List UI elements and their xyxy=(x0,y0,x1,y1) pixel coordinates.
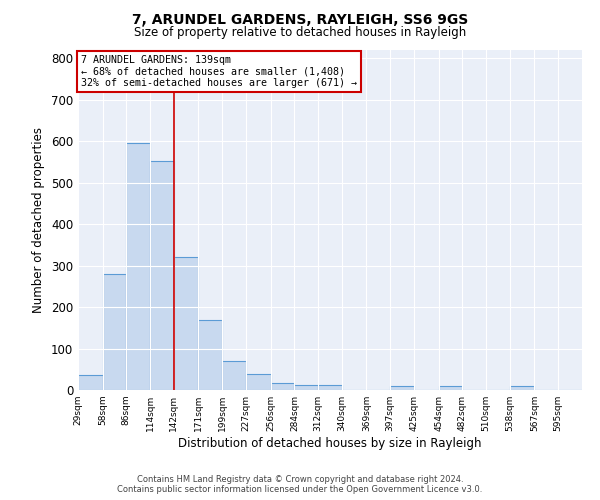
Text: 7, ARUNDEL GARDENS, RAYLEIGH, SS6 9GS: 7, ARUNDEL GARDENS, RAYLEIGH, SS6 9GS xyxy=(132,12,468,26)
Bar xyxy=(174,258,199,390)
Bar xyxy=(439,386,463,390)
Text: Contains HM Land Registry data © Crown copyright and database right 2024.
Contai: Contains HM Land Registry data © Crown c… xyxy=(118,474,482,494)
Bar xyxy=(78,374,103,390)
Bar xyxy=(510,386,535,390)
Text: 7 ARUNDEL GARDENS: 139sqm
← 68% of detached houses are smaller (1,408)
32% of se: 7 ARUNDEL GARDENS: 139sqm ← 68% of detac… xyxy=(80,55,356,88)
X-axis label: Distribution of detached houses by size in Rayleigh: Distribution of detached houses by size … xyxy=(178,437,482,450)
Bar xyxy=(150,160,174,390)
Bar xyxy=(390,386,414,390)
Bar xyxy=(295,385,318,390)
Bar xyxy=(103,274,127,390)
Bar xyxy=(222,361,246,390)
Bar xyxy=(199,320,222,390)
Bar xyxy=(318,385,342,390)
Bar xyxy=(246,374,271,390)
Bar xyxy=(271,382,295,390)
Bar xyxy=(127,144,150,390)
Y-axis label: Number of detached properties: Number of detached properties xyxy=(32,127,46,313)
Text: Size of property relative to detached houses in Rayleigh: Size of property relative to detached ho… xyxy=(134,26,466,39)
